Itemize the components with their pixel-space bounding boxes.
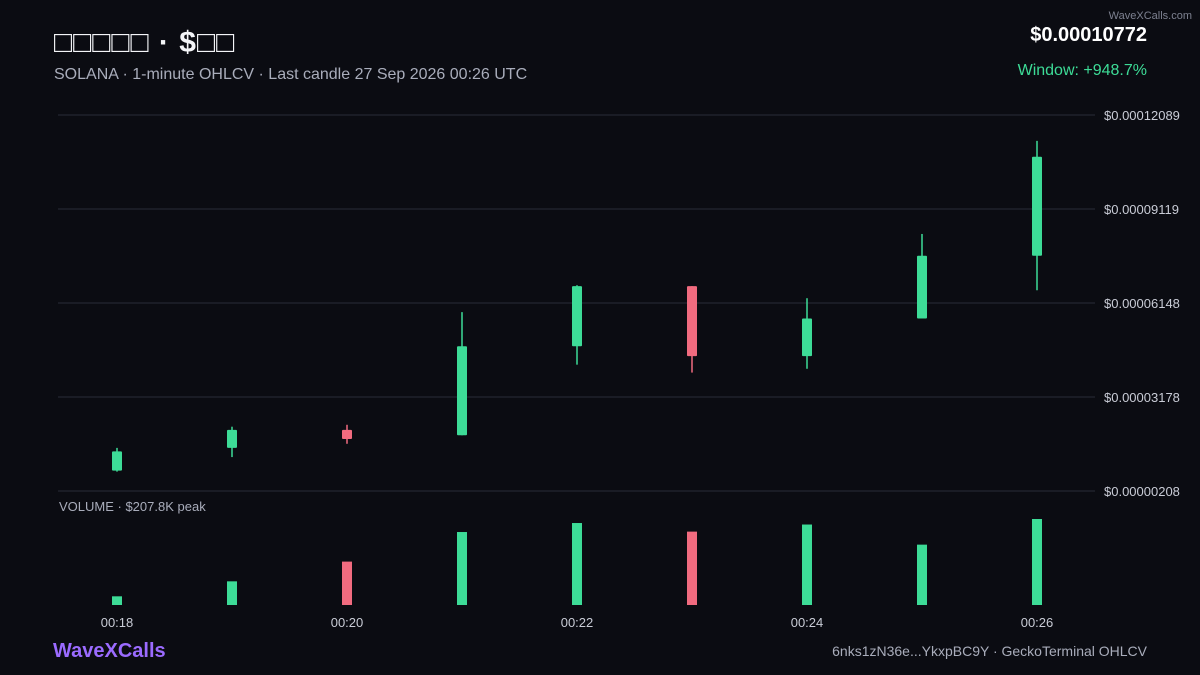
volume-bar: [572, 523, 582, 605]
y-tick-label: $0.00003178: [1104, 390, 1180, 405]
y-tick-label: $0.00000208: [1104, 484, 1180, 499]
x-tick-label: 00:26: [1021, 615, 1054, 630]
candle-body: [227, 429, 237, 448]
candle-body: [572, 286, 582, 347]
volume-bar: [687, 531, 697, 605]
page-title: □□□□□ · $□□: [54, 26, 236, 59]
candle-body: [112, 451, 122, 471]
candle-body: [687, 286, 697, 357]
y-tick-label: $0.00009119: [1104, 202, 1179, 217]
x-tick-label: 00:22: [561, 615, 594, 630]
y-tick-label: $0.00006148: [1104, 296, 1180, 311]
watermark: WaveXCalls.com: [1108, 10, 1192, 22]
volume-label: VOLUME · $207.8K peak: [59, 499, 206, 514]
volume-bar: [802, 524, 812, 605]
candles: [112, 140, 1042, 472]
source-attribution: 6nks1zN36e...YkxpBC9Y · GeckoTerminal OH…: [832, 643, 1147, 659]
volume-bar: [457, 532, 467, 605]
y-tick-label: $0.00012089: [1104, 108, 1180, 123]
volume-bars: [112, 519, 1042, 605]
candle-body: [917, 255, 927, 319]
current-price: $0.00010772: [1030, 24, 1147, 46]
chart-subtitle: SOLANA · 1-minute OHLCV · Last candle 27…: [54, 66, 528, 83]
y-axis-labels: $0.00012089 $0.00009119 $0.00006148 $0.0000…: [1104, 108, 1180, 499]
x-tick-label: 00:18: [101, 615, 134, 630]
window-change: Window: +948.7%: [1017, 62, 1147, 79]
candle-body: [342, 429, 352, 440]
volume-bar: [112, 596, 122, 605]
x-tick-label: 00:20: [331, 615, 364, 630]
x-tick-label: 00:24: [791, 615, 824, 630]
candle-body: [1032, 156, 1042, 256]
x-axis-labels: 00:18 00:20 00:22 00:24 00:26: [101, 615, 1054, 630]
volume-bar: [342, 561, 352, 605]
volume-bar: [1032, 519, 1042, 605]
candle-body: [457, 346, 467, 436]
volume-bar: [227, 581, 237, 605]
volume-bar: [917, 544, 927, 605]
brand-logo-text: WaveXCalls: [53, 640, 166, 662]
candle-body: [802, 318, 812, 357]
